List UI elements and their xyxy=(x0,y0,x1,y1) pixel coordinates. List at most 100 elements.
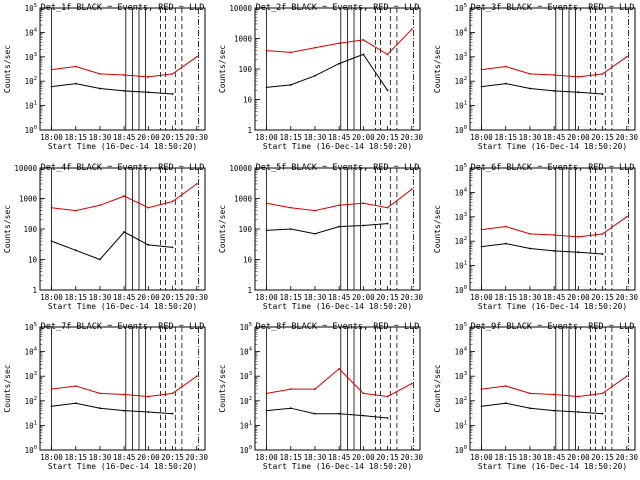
x-tick-label: 20:30 xyxy=(615,453,638,462)
panel-title: Det_4f BLACK = Events, RED = LLD xyxy=(41,163,205,173)
x-tick-label: 18:00 xyxy=(470,453,493,462)
lld-data-point xyxy=(314,388,316,390)
y-tick-label: 105 xyxy=(25,322,37,332)
events-data-point xyxy=(577,411,580,413)
y-tick-exponent: 2 xyxy=(464,236,467,242)
events-data-point xyxy=(362,53,365,56)
y-tick-label: 105 xyxy=(455,3,467,13)
y-tick-exponent: 3 xyxy=(249,371,252,377)
y-tick-label: 105 xyxy=(25,3,37,13)
events-data-point xyxy=(504,402,507,405)
events-data-point xyxy=(147,411,150,413)
events-data-point xyxy=(362,414,365,417)
y-axis-label: Counts/sec xyxy=(3,205,12,253)
lld-data-point xyxy=(577,76,580,78)
y-tick-label: 103 xyxy=(25,371,37,381)
events-data-point xyxy=(171,246,174,249)
plot-frame xyxy=(469,167,636,291)
lld-data-point xyxy=(362,202,365,205)
y-tick-exponent: 5 xyxy=(34,322,37,328)
lld-data-point xyxy=(74,65,77,68)
y-tick-exponent: 2 xyxy=(464,76,467,82)
y-tick-label: 104 xyxy=(455,27,468,37)
lld-data-point xyxy=(480,228,483,231)
x-tick-label: 20:00 xyxy=(137,133,160,142)
panel-title: Det_5f BLACK = Events, RED = LLD xyxy=(256,163,420,173)
y-tick-label: 1 xyxy=(247,126,252,135)
x-tick-label: 20:30 xyxy=(185,293,208,302)
events-series-line xyxy=(266,53,388,91)
y-tick-label: 101 xyxy=(455,101,467,111)
lld-data-point xyxy=(577,395,580,398)
lld-data-point xyxy=(99,392,101,395)
events-data-point xyxy=(99,87,101,90)
panel-title: Det_8f BLACK = Events, RED = LLD xyxy=(256,322,420,332)
plot-frame xyxy=(39,7,206,131)
x-tick-label: 18:30 xyxy=(304,293,327,302)
x-tick-label: 18:00 xyxy=(470,133,493,142)
lld-data-point xyxy=(410,188,413,191)
events-series-line xyxy=(266,223,388,235)
y-tick-label: 104 xyxy=(240,347,253,357)
y-tick-label: 10 xyxy=(243,96,253,105)
x-tick-label: 18:45 xyxy=(328,453,351,462)
y-tick-exponent: 1 xyxy=(464,420,467,426)
events-data-point xyxy=(386,417,389,419)
y-tick-label: 100 xyxy=(238,225,252,234)
y-tick-label: 101 xyxy=(455,261,467,271)
x-tick-label: 18:45 xyxy=(543,293,566,302)
events-data-point xyxy=(99,407,101,410)
y-tick-exponent: 0 xyxy=(464,125,467,131)
y-tick-label: 10 xyxy=(243,256,253,265)
x-tick-label: 18:45 xyxy=(328,293,351,302)
lld-data-point xyxy=(480,68,483,71)
events-data-point xyxy=(123,90,126,92)
events-data-point xyxy=(99,258,101,261)
events-series-line xyxy=(481,402,603,415)
lld-data-point xyxy=(74,209,77,212)
events-data-point xyxy=(553,250,556,252)
lld-data-point xyxy=(553,234,556,236)
panel-title: Det_6f BLACK = Events, RED = LLD xyxy=(471,163,635,173)
events-data-point xyxy=(74,82,77,85)
lld-data-point xyxy=(529,72,531,75)
events-data-point xyxy=(50,405,53,408)
x-tick-label: 18:45 xyxy=(328,133,351,142)
y-axis-label: Counts/sec xyxy=(433,205,442,253)
plot-frame xyxy=(254,326,421,451)
events-data-point xyxy=(289,84,292,86)
x-axis-label: Start Time (16-Dec-14 18:50:20) xyxy=(263,302,412,311)
events-data-point xyxy=(338,412,341,415)
x-tick-label: 18:15 xyxy=(279,293,302,302)
events-data-point xyxy=(50,85,53,88)
y-tick-label: 1000 xyxy=(234,195,253,204)
y-tick-label: 100 xyxy=(240,445,252,455)
x-tick-label: 20:15 xyxy=(591,293,614,302)
events-data-point xyxy=(171,412,174,415)
lld-data-point xyxy=(195,375,198,378)
x-tick-label: 20:30 xyxy=(185,453,208,462)
y-tick-label: 101 xyxy=(455,420,467,430)
panel-title: Det_3f BLACK = Events, RED = LLD xyxy=(471,3,635,13)
y-tick-label: 100 xyxy=(238,65,252,74)
events-data-point xyxy=(529,87,531,90)
y-tick-label: 102 xyxy=(25,76,37,86)
lld-data-point xyxy=(314,46,316,49)
y-tick-label: 102 xyxy=(455,76,467,86)
events-series-line xyxy=(51,231,173,261)
events-data-point xyxy=(74,402,77,405)
x-tick-label: 18:15 xyxy=(64,453,87,462)
y-tick-label: 103 xyxy=(455,371,467,381)
plot-frame xyxy=(469,326,636,451)
x-tick-label: 18:15 xyxy=(494,293,517,302)
events-data-point xyxy=(74,249,77,252)
x-tick-label: 20:30 xyxy=(400,453,423,462)
x-axis-label: Start Time (16-Dec-14 18:50:20) xyxy=(263,462,412,471)
events-series-line xyxy=(481,83,603,95)
y-tick-exponent: 1 xyxy=(464,261,467,267)
x-tick-label: 20:15 xyxy=(376,133,399,142)
x-tick-label: 20:15 xyxy=(161,293,184,302)
